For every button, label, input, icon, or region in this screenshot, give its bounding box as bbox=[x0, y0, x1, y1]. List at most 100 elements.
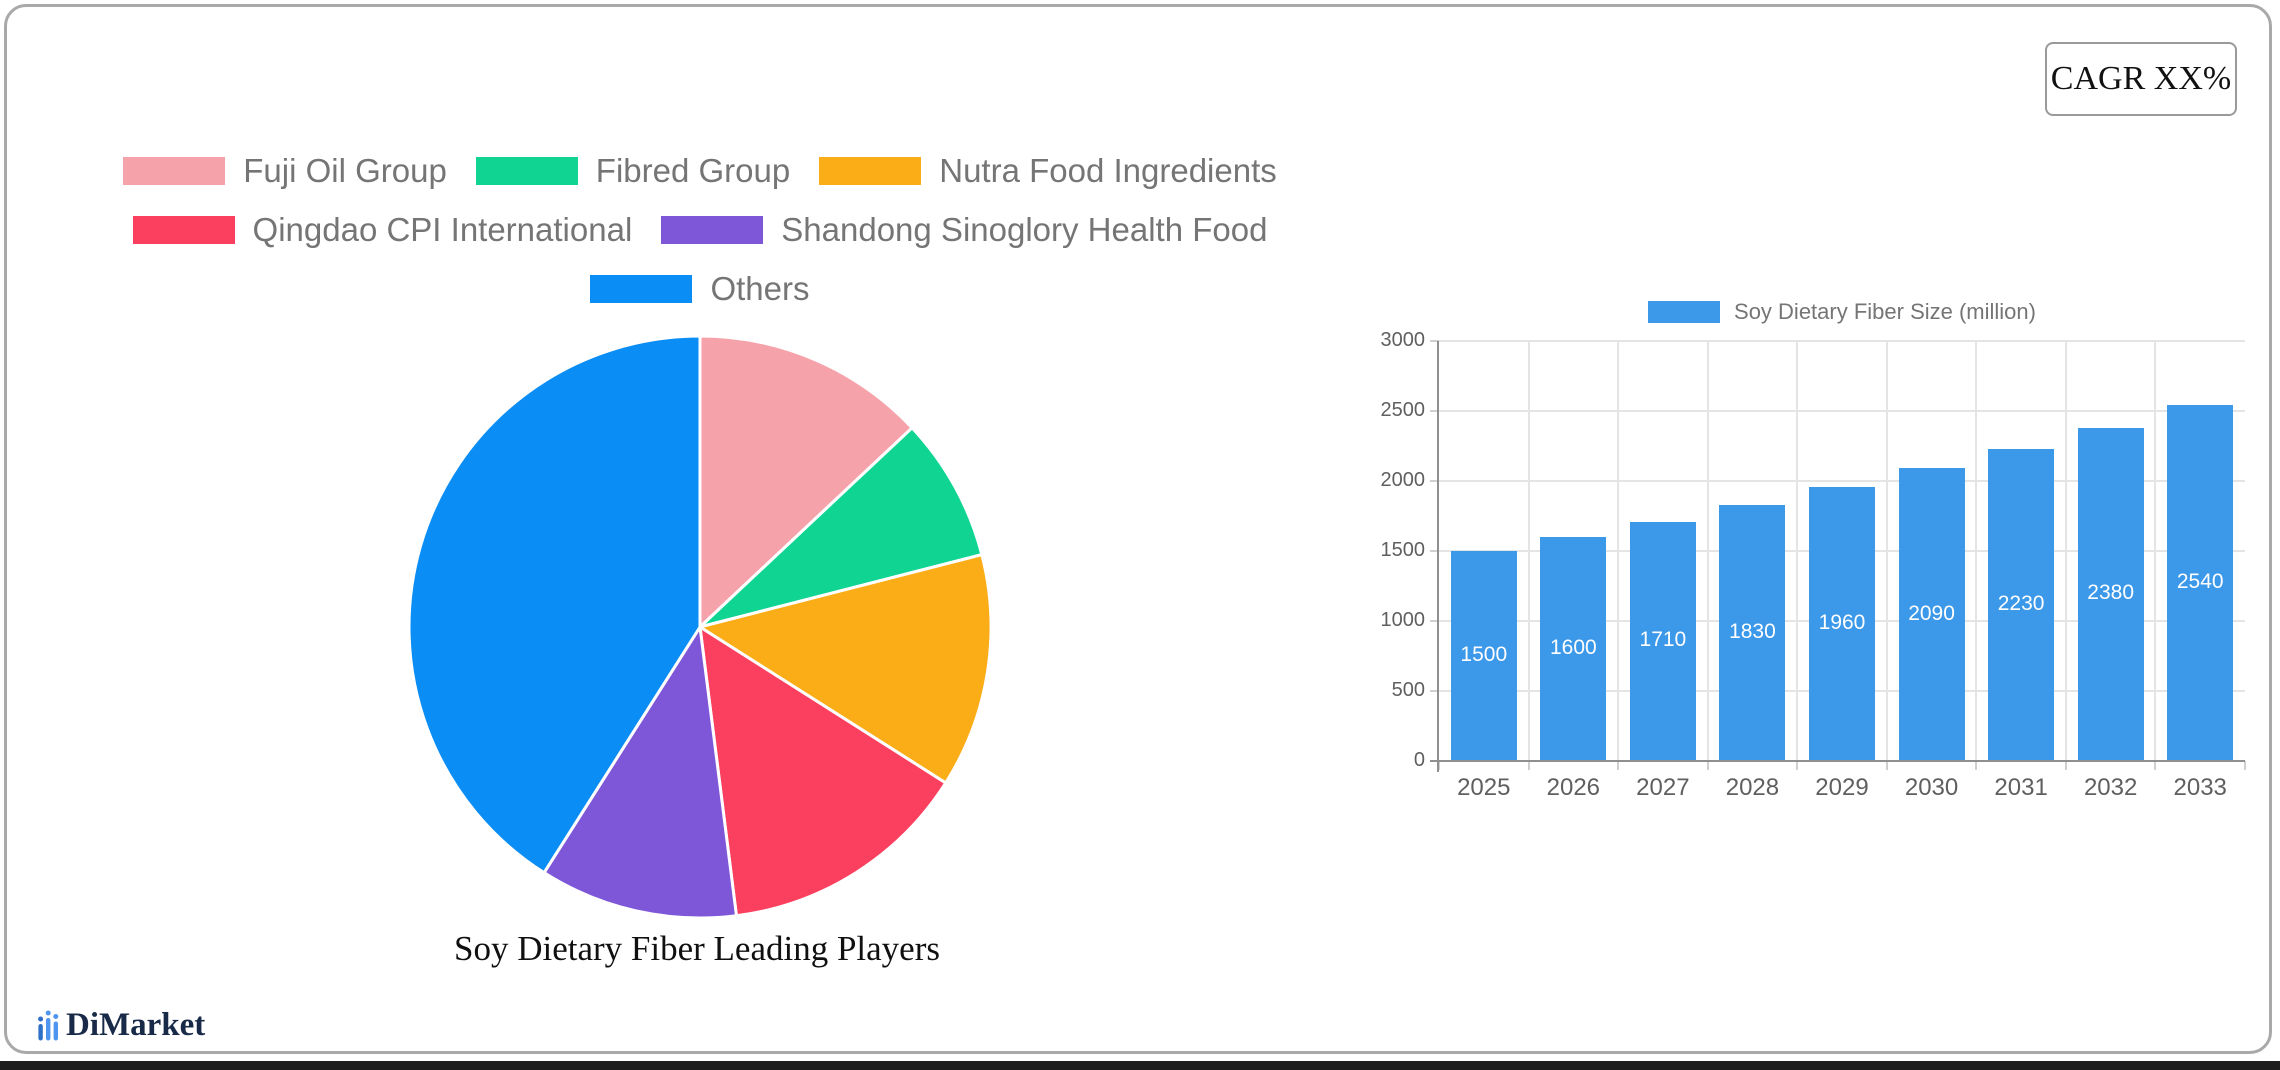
bar-2029: 1960 bbox=[1809, 486, 1875, 761]
y-axis-line bbox=[1437, 341, 1439, 772]
bar-value-label: 2230 bbox=[1997, 591, 2045, 615]
y-axis-tick-label: 0 bbox=[1413, 749, 1425, 771]
pie-legend-label: Qingdao CPI International bbox=[252, 211, 633, 248]
pie-slice bbox=[698, 426, 984, 629]
bar-chart-legend: Soy Dietary Fiber Size (million) bbox=[1439, 299, 2245, 325]
pie-legend-item: Qingdao CPI International bbox=[132, 211, 633, 248]
gridline-vertical bbox=[1975, 341, 1978, 761]
bar-value-label: 2090 bbox=[1908, 601, 1955, 625]
bar-2033: 2540 bbox=[2167, 405, 2234, 761]
y-axis-tick bbox=[1430, 340, 1439, 342]
x-axis-tick bbox=[2064, 761, 2067, 770]
y-axis-tick bbox=[1430, 690, 1439, 692]
x-axis-tick bbox=[2154, 761, 2157, 770]
bar-legend-swatch bbox=[1648, 301, 1721, 323]
pie-legend-row: Fuji Oil Group Fibred Group Nutra Food Ing… bbox=[123, 152, 1277, 189]
cagr-badge: CAGR XX% bbox=[2045, 42, 2237, 116]
bar-legend-label: Soy Dietary Fiber Size (million) bbox=[1734, 299, 2036, 324]
pie-legend-item: Shandong Sinoglory Health Food bbox=[661, 211, 1268, 248]
bar-2031: 2230 bbox=[1988, 448, 2055, 761]
x-axis-category-label: 2033 bbox=[2173, 774, 2227, 801]
y-axis-tick bbox=[1430, 620, 1439, 622]
gridline-vertical bbox=[2064, 341, 2067, 761]
y-axis-tick-label: 3000 bbox=[1380, 329, 1426, 351]
y-axis-tick bbox=[1430, 410, 1439, 412]
pie-slice bbox=[698, 625, 948, 918]
pie-legend-label: Others bbox=[710, 270, 810, 307]
y-axis-tick-label: 500 bbox=[1391, 679, 1425, 701]
pie-slice bbox=[698, 334, 914, 629]
bar-value-label: 2540 bbox=[2176, 570, 2224, 594]
pie-legend-item: Fuji Oil Group bbox=[123, 154, 447, 187]
x-axis-line bbox=[1430, 760, 2245, 762]
gridline-vertical bbox=[1706, 341, 1709, 761]
y-axis-tick-label: 2500 bbox=[1380, 399, 1426, 421]
y-axis-tick bbox=[1430, 480, 1439, 482]
pie-chart bbox=[407, 334, 993, 920]
x-axis-tick bbox=[1617, 761, 1620, 770]
pie-legend-swatch bbox=[123, 157, 226, 185]
gridline-horizontal bbox=[1439, 410, 2245, 412]
x-axis-category-label: 2030 bbox=[1904, 774, 1959, 801]
pie-slice bbox=[698, 553, 993, 785]
pie-legend-item: Fibred Group bbox=[475, 152, 791, 189]
pie-legend-label: Fibred Group bbox=[595, 152, 791, 189]
pie-legend-swatch bbox=[590, 275, 693, 303]
gridline-vertical bbox=[2154, 341, 2157, 761]
brand-logo: DiMarket bbox=[38, 1008, 205, 1042]
x-axis-category-label: 2031 bbox=[1994, 774, 2048, 801]
pie-legend-swatch bbox=[661, 216, 764, 244]
bar-value-label: 1500 bbox=[1460, 643, 1508, 666]
pie-legend-label: Nutra Food Ingredients bbox=[939, 152, 1277, 189]
gridline-horizontal bbox=[1439, 340, 2245, 342]
gridline-horizontal bbox=[1439, 480, 2245, 482]
pie-slice bbox=[542, 625, 738, 920]
x-axis-tick bbox=[2244, 761, 2246, 770]
pie-slice bbox=[407, 334, 702, 875]
pie-chart-title: Soy Dietary Fiber Leading Players bbox=[453, 929, 940, 968]
logo-text: DiMarket bbox=[66, 1007, 206, 1043]
bar-value-label: 2380 bbox=[2087, 581, 2135, 605]
bar-value-label: 1830 bbox=[1729, 619, 1776, 643]
pie-legend-row: Others bbox=[590, 270, 810, 307]
pie-legend-item: Others bbox=[590, 270, 810, 307]
y-axis-tick-label: 2000 bbox=[1380, 469, 1426, 491]
gridline-vertical bbox=[1885, 341, 1888, 761]
gridline-vertical bbox=[1617, 341, 1620, 761]
bar-2032: 2380 bbox=[2077, 427, 2144, 761]
x-axis-category-label: 2032 bbox=[2083, 774, 2138, 801]
pie-legend: Fuji Oil Group Fibred Group Nutra Food Ing… bbox=[40, 152, 1360, 307]
bottom-edge-bar bbox=[0, 1061, 2280, 1070]
pie-legend-row: Qingdao CPI International Shandong Sinogl… bbox=[132, 211, 1268, 248]
cagr-label: CAGR XX% bbox=[2050, 60, 2232, 97]
pie-legend-label: Shandong Sinoglory Health Food bbox=[781, 211, 1268, 248]
pie-legend-swatch bbox=[819, 157, 922, 185]
bar-value-label: 1960 bbox=[1818, 610, 1866, 634]
bar-chart: 0 500 1000 1500 2000 2500 3000 1500 2025 1600 2026… bbox=[1381, 329, 2246, 801]
x-axis-tick bbox=[1885, 761, 1888, 770]
bar-2028: 1830 bbox=[1719, 504, 1786, 761]
x-axis-tick bbox=[1975, 761, 1978, 770]
x-axis-category-label: 2029 bbox=[1815, 774, 1869, 801]
x-axis-tick bbox=[1527, 761, 1530, 770]
bar-value-label: 1600 bbox=[1549, 636, 1597, 659]
x-axis-category-label: 2026 bbox=[1546, 774, 1601, 801]
x-axis-category-label: 2025 bbox=[1457, 774, 1511, 801]
bar-2026: 1600 bbox=[1540, 537, 1607, 761]
report-card-border bbox=[4, 4, 2272, 1054]
x-axis-tick bbox=[1706, 761, 1709, 770]
x-axis-tick bbox=[1438, 761, 1440, 770]
y-axis-tick-label: 1000 bbox=[1380, 609, 1426, 631]
x-axis-tick bbox=[1796, 761, 1799, 770]
bar-2025: 1500 bbox=[1450, 551, 1517, 761]
gridline-vertical bbox=[1796, 341, 1799, 761]
bar-value-label: 1710 bbox=[1639, 628, 1687, 652]
pie-legend-swatch bbox=[475, 157, 578, 185]
logo-bars-icon bbox=[38, 1010, 59, 1041]
y-axis-tick bbox=[1430, 550, 1439, 552]
x-axis-category-label: 2027 bbox=[1636, 774, 1690, 801]
y-axis-tick-label: 1500 bbox=[1380, 539, 1426, 561]
bar-2027: 1710 bbox=[1629, 521, 1696, 761]
gridline-vertical bbox=[1527, 341, 1530, 761]
